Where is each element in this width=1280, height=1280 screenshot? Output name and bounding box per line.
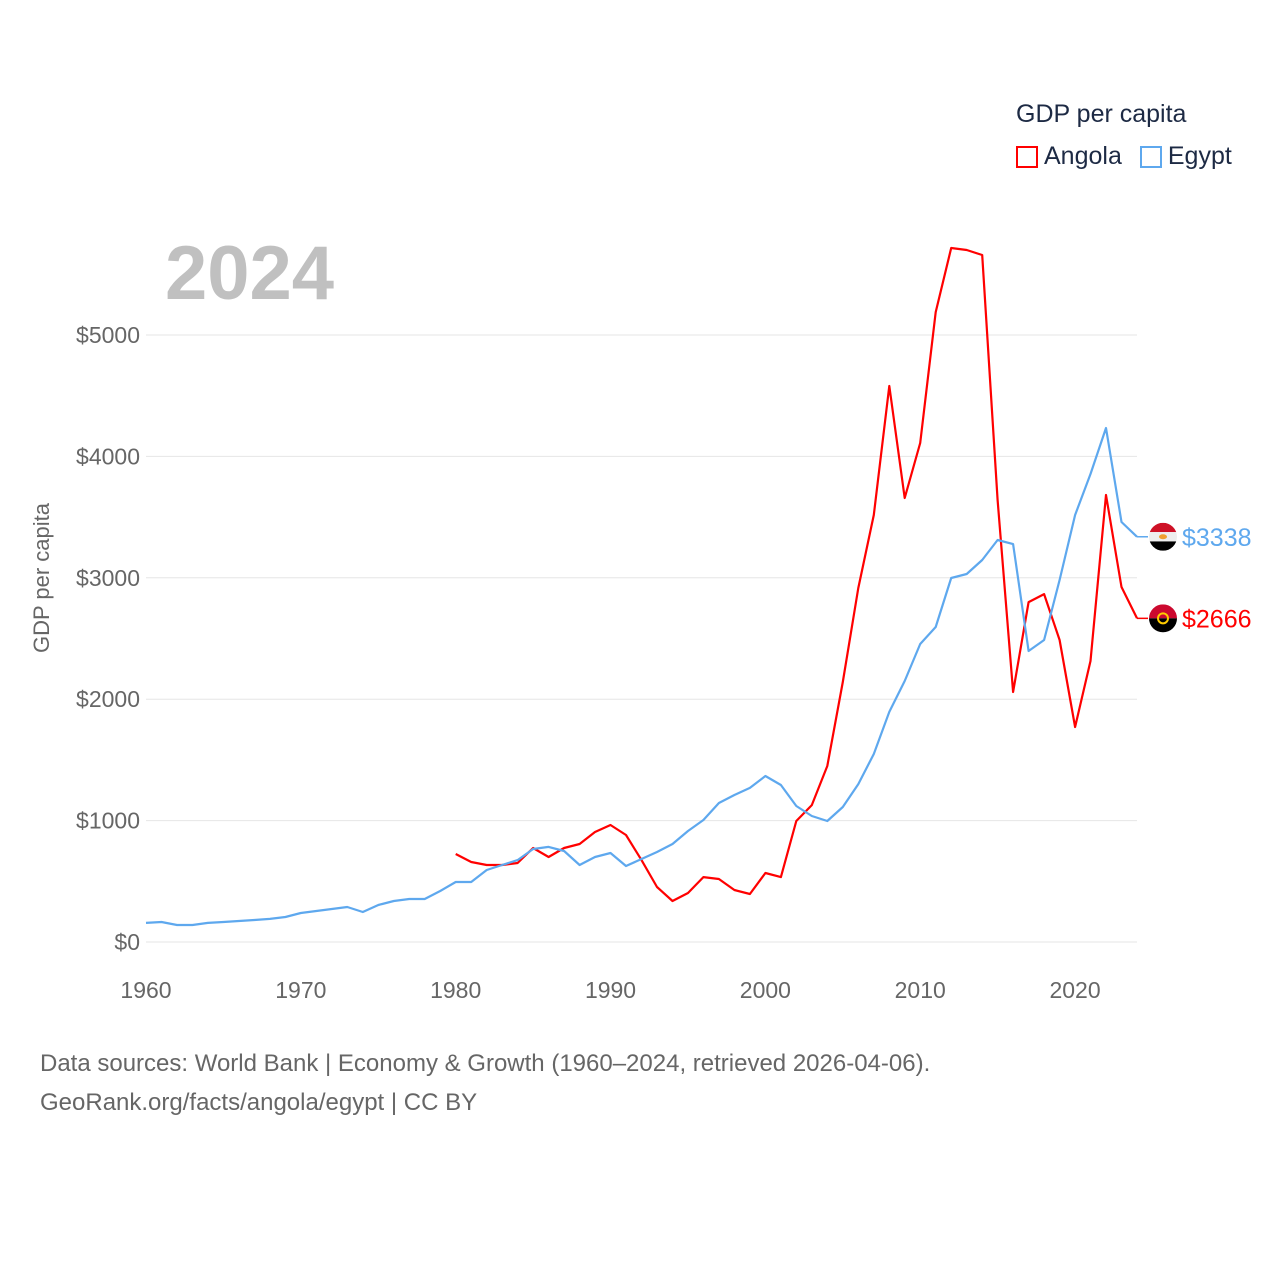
end-value-label-egypt: $3338 bbox=[1182, 524, 1252, 552]
legend-label-egypt: Egypt bbox=[1167, 142, 1232, 170]
x-tick-label: 2010 bbox=[895, 977, 946, 1003]
legend-item-egypt[interactable]: Egypt bbox=[1139, 142, 1232, 171]
y-tick-label: $4000 bbox=[76, 443, 140, 469]
footer-sources: Data sources: World Bank | Economy & Gro… bbox=[40, 1050, 931, 1077]
legend-swatch-angola bbox=[1016, 145, 1038, 168]
x-tick-label: 2020 bbox=[1049, 977, 1100, 1003]
footer: Data sources: World Bank | Economy & Gro… bbox=[40, 1044, 930, 1122]
legend-swatch-egypt bbox=[1139, 145, 1162, 168]
legend-label-angola: Angola bbox=[1044, 142, 1122, 170]
series-line-angola bbox=[455, 246, 1138, 903]
y-tick-label: $1000 bbox=[76, 808, 140, 834]
y-tick-label: $3000 bbox=[76, 565, 140, 591]
legend-title: GDP per capita bbox=[1016, 100, 1187, 128]
x-tick-label: 1960 bbox=[120, 977, 171, 1003]
angola-flag-icon bbox=[1149, 604, 1177, 633]
legend-item-angola[interactable]: Angola bbox=[1016, 142, 1122, 171]
year-label: 2024 bbox=[165, 231, 335, 316]
x-tick-label: 1980 bbox=[430, 977, 481, 1003]
series-line-egypt bbox=[145, 426, 1138, 927]
footer-link[interactable]: GeoRank.org/facts/angola/egypt | CC BY bbox=[40, 1089, 478, 1116]
x-tick-label: 1990 bbox=[585, 977, 636, 1003]
y-axis-label: GDP per capita bbox=[29, 502, 54, 654]
egypt-flag-icon bbox=[1149, 522, 1177, 551]
y-tick-label: $0 bbox=[114, 929, 140, 955]
end-value-label-angola: $2666 bbox=[1182, 605, 1252, 633]
y-tick-label: $2000 bbox=[76, 686, 140, 712]
legend: Angola Egypt bbox=[1016, 142, 1232, 171]
x-tick-label: 1970 bbox=[275, 977, 326, 1003]
y-tick-label: $5000 bbox=[76, 322, 140, 348]
x-tick-label: 2000 bbox=[740, 977, 791, 1003]
